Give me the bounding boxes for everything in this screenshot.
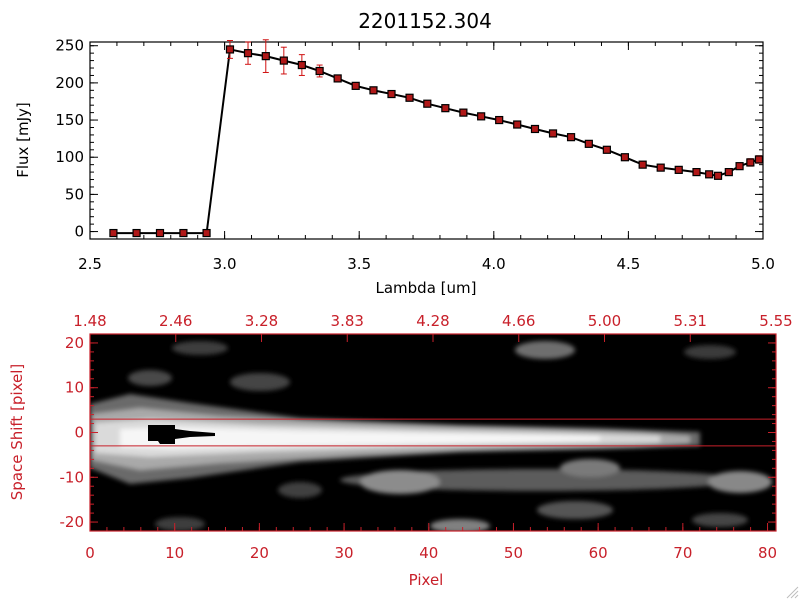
spectrum-point	[713, 171, 723, 180]
image-top-tick-label: 5.31	[674, 312, 707, 330]
spectrum-point	[459, 108, 468, 117]
image-x-label: Pixel	[409, 571, 444, 589]
spectrum-point	[387, 89, 396, 99]
spectrum-point	[333, 74, 342, 83]
spectrum-x-ticks: 2.5 3.0 3.5 4.0 4.5 5.0	[78, 42, 775, 273]
spectrum-point	[315, 66, 324, 76]
image-x-tick-label: 20	[250, 544, 269, 562]
image-top-wavelength-ticks: 1.48 2.46 3.28 3.83 4.28 4.66 5.00 5.31 5.55	[73, 312, 793, 342]
spectrum-x-label: Lambda [um]	[376, 279, 477, 297]
image-top-tick-label: 4.28	[416, 312, 449, 330]
image-top-tick-label: 5.55	[759, 312, 792, 330]
spectrum-x-tick-label: 4.5	[616, 255, 640, 273]
spectrum-y-tick-label: 50	[65, 185, 84, 203]
spectrum-x-tick-label: 3.0	[213, 255, 237, 273]
spectrum-x-tick-label: 3.5	[347, 255, 371, 273]
image-y-tick-label: 20	[65, 334, 84, 352]
spectrum-frame	[89, 41, 764, 240]
spectrum-plot: 2201152.304 2.5 3.0 3.5 4.0 4.5 5.0 0 50 100 150…	[14, 9, 775, 297]
spectrum-point	[746, 158, 755, 167]
image-x-tick-label: 0	[85, 544, 95, 562]
spectrum-title: 2201152.304	[358, 9, 492, 33]
spectrum-x-tick-label: 5.0	[751, 255, 775, 273]
spectrum-line	[113, 48, 760, 235]
image-top-tick-label: 5.00	[588, 312, 621, 330]
spectrum-y-tick-label: 150	[55, 111, 84, 129]
image-x-tick-label: 50	[504, 544, 523, 562]
image-top-tick-label: 4.66	[502, 312, 535, 330]
spectrum-point	[261, 52, 270, 61]
image-x-tick-label: 70	[673, 544, 692, 562]
spectrum-point	[705, 170, 714, 179]
spectrum-point	[735, 162, 744, 171]
spectrum-point	[297, 60, 306, 70]
spectrum-point	[620, 153, 630, 162]
spectrum-point	[441, 104, 450, 113]
image-top-tick-label: 3.28	[245, 312, 278, 330]
image-y-tick-label: -10	[60, 468, 85, 486]
spectrum-point	[656, 163, 665, 172]
spectrum-image	[90, 334, 776, 531]
spectrum-point	[477, 112, 486, 121]
image-x-tick-label: 40	[419, 544, 438, 562]
image-top-tick-label: 3.83	[331, 312, 364, 330]
spectrum-x-tick-label: 2.5	[78, 255, 102, 273]
spectrum-point	[132, 228, 141, 238]
spectrum-point	[405, 93, 414, 102]
spectrum-point	[530, 124, 540, 134]
image-top-tick-label: 1.48	[73, 312, 106, 330]
spectrum-point	[423, 99, 432, 108]
spectrum-point	[351, 81, 360, 90]
image-top-tick-label: 2.46	[159, 312, 192, 330]
image-x-tick-label: 80	[758, 544, 777, 562]
image-y-tick-label: -20	[60, 513, 85, 531]
spectrum-point	[109, 228, 118, 238]
image-x-ticks: 0 10 20 30 40 50 60 70 80	[85, 523, 777, 562]
spectrum-image-plot: 0 10 20 30 40 50 60 70 80 1.48 2.46 3.28 3.83 4.28 4.…	[8, 312, 793, 589]
spectrum-point	[724, 167, 733, 177]
spectrum-point	[692, 167, 701, 177]
spectrum-point	[179, 228, 188, 238]
image-y-tick-label: 0	[74, 424, 84, 442]
spectrum-y-tick-label: 200	[55, 74, 84, 92]
image-x-tick-label: 10	[165, 544, 184, 562]
spectrum-y-ticks: 0 50 100 150 200 250	[55, 37, 763, 241]
image-y-tick-label: 10	[65, 379, 84, 397]
spectrum-point	[369, 86, 378, 95]
spectrum-y-tick-label: 250	[55, 37, 84, 55]
spectrum-point	[155, 228, 165, 238]
spectrum-point	[548, 129, 558, 138]
spectrum-error-bars	[226, 39, 762, 179]
spectrum-point	[674, 165, 683, 174]
spectrum-point	[279, 56, 288, 65]
spectrum-series	[113, 48, 760, 235]
spectrum-point	[225, 45, 235, 54]
spectrum-point	[513, 120, 522, 129]
spectrum-point	[602, 145, 611, 154]
spectrum-x-tick-label: 4.0	[482, 255, 506, 273]
image-x-tick-label: 60	[589, 544, 608, 562]
spectrum-points	[109, 45, 764, 238]
spectrum-y-tick-label: 100	[55, 148, 84, 166]
image-x-tick-label: 30	[335, 544, 354, 562]
spectrum-y-tick-label: 0	[74, 223, 84, 241]
spectrum-point	[566, 133, 576, 142]
image-y-label: Space Shift [pixel]	[8, 364, 26, 501]
image-y-ticks: -20 -10 0 10 20	[60, 333, 776, 532]
spectrum-point	[638, 160, 647, 169]
spectrum-point	[202, 228, 211, 238]
spectrum-point	[243, 49, 253, 58]
spectrum-y-label: Flux [mJy]	[14, 102, 32, 178]
spectrum-point	[754, 155, 764, 164]
resize-grip-icon[interactable]	[786, 586, 799, 599]
spectrum-point	[495, 115, 504, 125]
spectrum-point	[584, 139, 593, 148]
